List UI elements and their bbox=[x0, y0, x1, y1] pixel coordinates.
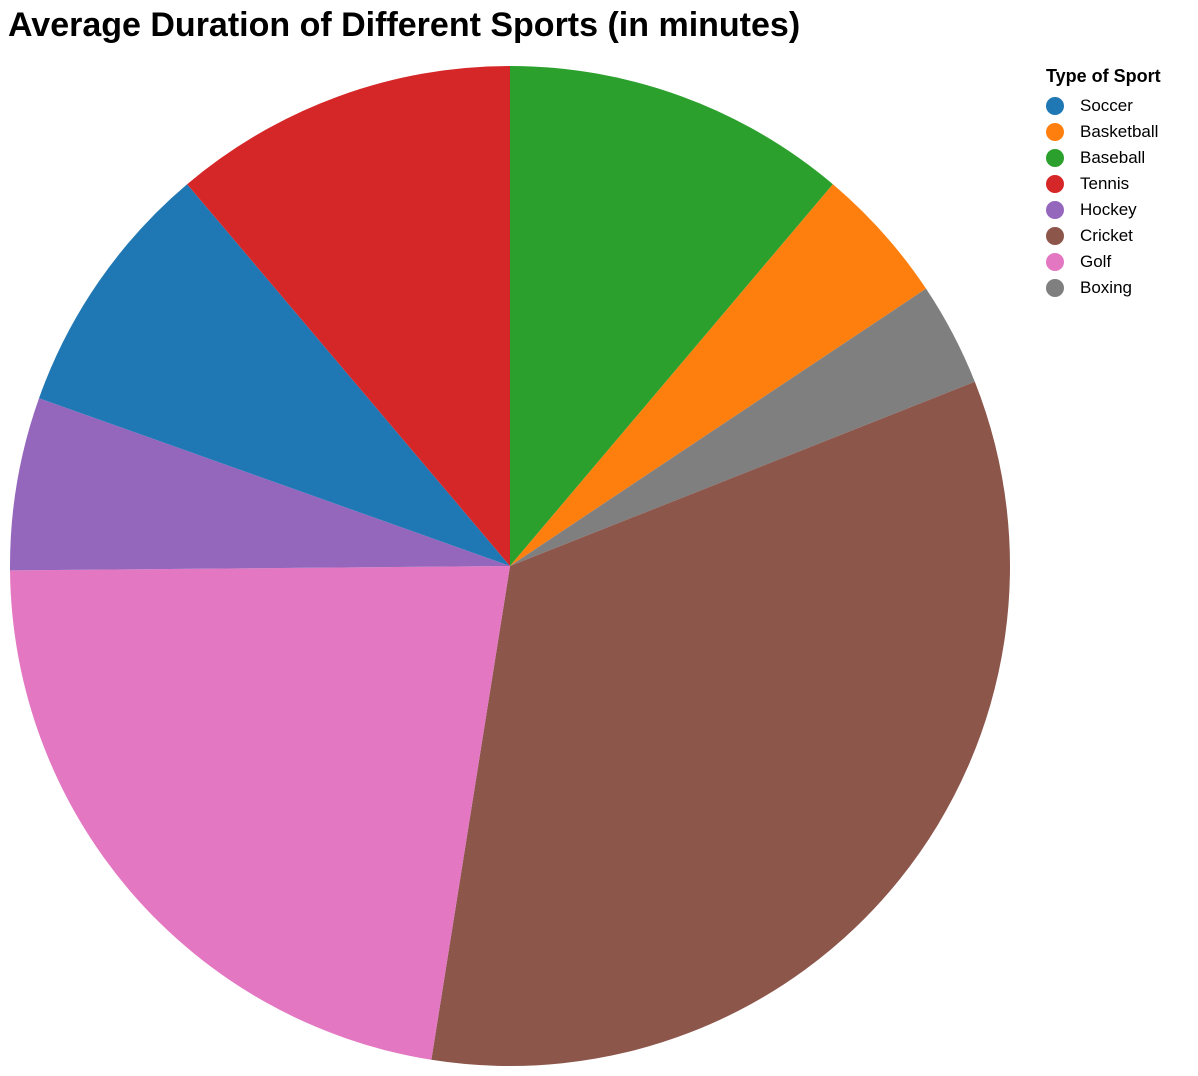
legend-label: Tennis bbox=[1080, 174, 1130, 193]
legend-item-cricket: Cricket bbox=[1046, 223, 1161, 249]
legend-title: Type of Sport bbox=[1046, 66, 1161, 86]
legend-label: Baseball bbox=[1080, 148, 1146, 167]
pie-slice-tennis bbox=[187, 66, 511, 566]
legend-swatch bbox=[1046, 123, 1064, 141]
pie-slice-cricket bbox=[431, 381, 1010, 1066]
legend-items: Soccer Basketball Baseball Tennis Hockey Cric… bbox=[1046, 93, 1161, 301]
pie-slice-golf bbox=[10, 566, 511, 1060]
legend-swatch bbox=[1046, 279, 1064, 297]
legend-label: Soccer bbox=[1080, 96, 1133, 115]
pie-slice-hockey bbox=[10, 398, 511, 571]
legend-label: Hockey bbox=[1080, 200, 1137, 219]
pie-slice-boxing bbox=[510, 288, 975, 566]
pie-slice-baseball bbox=[510, 66, 833, 566]
legend-swatch bbox=[1046, 97, 1064, 115]
legend-swatch bbox=[1046, 149, 1064, 167]
pie-chart bbox=[10, 66, 1010, 1066]
legend-swatch bbox=[1046, 253, 1064, 271]
legend-item-baseball: Baseball bbox=[1046, 145, 1161, 171]
legend-item-hockey: Hockey bbox=[1046, 197, 1161, 223]
legend-item-golf: Golf bbox=[1046, 249, 1161, 275]
pie-slice-basketball bbox=[510, 184, 927, 567]
legend-swatch bbox=[1046, 175, 1064, 193]
pie-slice-soccer bbox=[39, 184, 510, 567]
legend-item-boxing: Boxing bbox=[1046, 275, 1161, 301]
legend-label: Basketball bbox=[1080, 122, 1159, 141]
legend-swatch bbox=[1046, 227, 1064, 245]
legend-item-soccer: Soccer bbox=[1046, 93, 1161, 119]
legend-label: Golf bbox=[1080, 252, 1112, 271]
chart-title: Average Duration of Different Sports (in… bbox=[8, 6, 801, 44]
legend: Type of Sport Soccer Basketball Baseball Te… bbox=[1046, 66, 1161, 301]
legend-item-tennis: Tennis bbox=[1046, 171, 1161, 197]
legend-item-basketball: Basketball bbox=[1046, 119, 1161, 145]
legend-swatch bbox=[1046, 201, 1064, 219]
legend-label: Cricket bbox=[1080, 226, 1133, 245]
legend-label: Boxing bbox=[1080, 278, 1132, 297]
